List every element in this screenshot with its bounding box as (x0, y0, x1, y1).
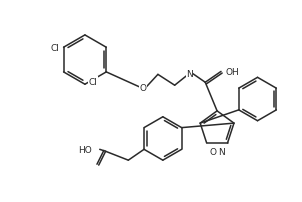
Text: OH: OH (226, 68, 240, 77)
Text: HO: HO (78, 145, 92, 154)
Text: O: O (140, 83, 146, 92)
Text: Cl: Cl (89, 77, 98, 86)
Text: N: N (218, 147, 225, 156)
Text: Cl: Cl (51, 43, 59, 53)
Text: O: O (210, 147, 217, 156)
Text: N: N (186, 69, 193, 79)
